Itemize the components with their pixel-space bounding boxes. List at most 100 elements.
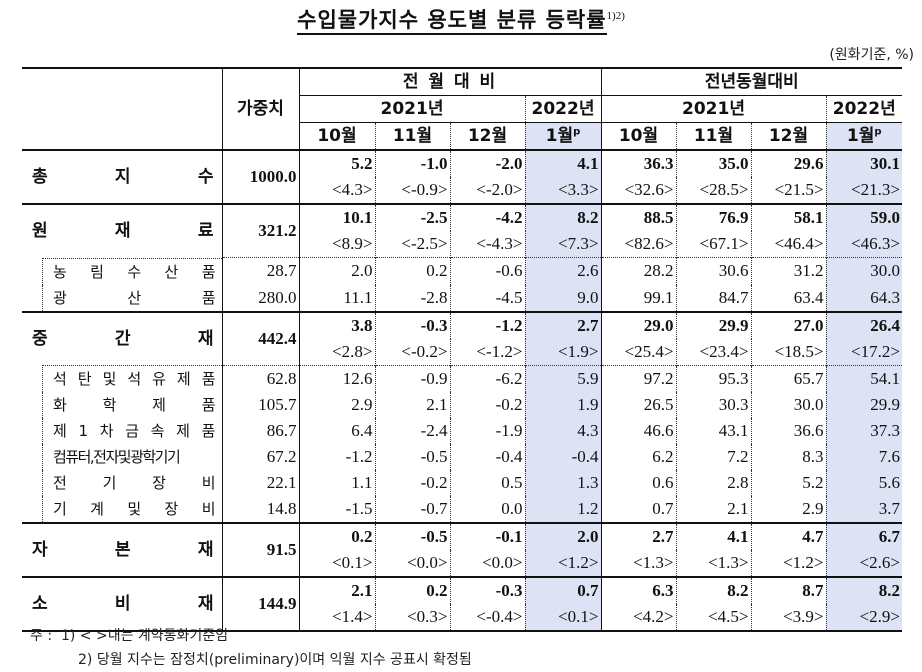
table-row: 소 비 재 144.9 2.1 0.2 -0.3 0.7 6.3 8.2 8.7 8.2 [22,576,902,632]
yoy-value: 2.1 [675,496,751,523]
mom-value: -0.4 [524,444,601,470]
mom-value: -0.1 [449,522,525,550]
table-body: 총 지 수 1000.0 5.2 -1.0 -2.0 4.1 36.3 35.0 29.6 30.1 <… [22,149,902,632]
mom-value: 2.9 [298,392,375,418]
label-char: 제 [176,422,190,440]
label-char: 림 [90,262,104,281]
mom-contract-value: <1.9> [524,338,601,365]
document-title: 수입물가지수 용도별 분류 등락률1)2) [0,4,922,35]
label-char: 품 [201,262,216,281]
mom-value: -1.2 [298,444,375,470]
mom-value: -6.2 [449,364,525,392]
mom-value: 1.1 [298,470,375,496]
label-char: 품 [201,396,216,414]
label-char: 기 [102,474,117,492]
mom-value: -2.0 [449,149,525,177]
mom-contract-value: <-2.5> [374,231,450,258]
yoy-contract-value: <17.2> [825,338,902,365]
yoy-value: 59.0 [825,203,902,231]
label-char: 석 [127,370,142,388]
label-char: 비 [114,594,131,614]
mom-value: 0.5 [449,470,525,496]
label-char: 제 [152,396,166,414]
table-row-contract: <2.8> <-0.2> <-1.2> <1.9> <25.4> <23.4> <18.5>… [22,338,902,365]
table-row-contract: <0.1> <0.0> <0.0> <1.2> <1.3> <1.3> <1.2> <2.6> [22,550,902,577]
label-char: 지 [114,167,131,187]
label-char: 재 [197,540,214,560]
yoy-contract-value: <46.3> [825,231,902,258]
mom-value: -4.5 [449,284,525,312]
yoy-value: 54.1 [825,364,902,392]
table-row-sub: 화 학 제 품 105.7 2.9 2.1 -0.2 1.9 26.5 30.3 30.0 29.9 [22,392,902,418]
mom-value: 4.3 [524,418,601,444]
mom-year-2022: 2022년 [524,95,601,123]
yoy-contract-value: <2.6> [825,550,902,577]
label-char: 재 [197,328,214,349]
label-char: 컴퓨터,전자및광학기기 [53,448,181,466]
yoy-value: 6.7 [825,522,902,550]
yoy-value: 26.5 [600,392,676,418]
weight-cell: 321.2 [221,203,299,258]
table-row-sub: 기 계 및 장 비 14.8 -1.5 -0.7 0.0 1.2 0.7 2.1 2.9 3.7 [22,496,902,523]
mom-contract-value: <1.2> [524,550,601,577]
table-row-sub: 농 림 수 산 품 28.7 2.0 0.2 -0.6 2.6 28.2 30.6 31.2 30.0 [22,257,902,285]
footnotes: 주 : 1) < >내는 계약통화기준임 2) 당월 지수는 잠정치(preli… [30,624,472,672]
mom-contract-value: <0.0> [374,550,450,577]
label-char: 석 [53,370,67,388]
mom-month-nov: 11월 [374,122,450,151]
yoy-value: 64.3 [825,284,902,312]
yoy-value: 2.9 [750,496,826,523]
table-row-sub: 컴퓨터,전자및광학기기 67.2 -1.2 -0.5 -0.4 -0.4 6.2 7.2 8.3… [22,444,902,470]
label-char: 수 [127,262,142,281]
import-price-table: 가중치 전 월 대 비 전년동월대비 2021년 2022년 2021년 202… [22,67,902,632]
mom-value: -2.8 [374,284,450,312]
yoy-value: 84.7 [675,284,751,312]
mom-value: 0.2 [374,576,450,604]
label-char: 품 [201,288,216,307]
yoy-value: 0.6 [600,470,676,496]
mom-value: 2.1 [298,576,375,604]
mom-value: 5.2 [298,149,375,177]
month-label: 1월 [846,126,875,146]
prelim-mark: p [573,126,581,138]
yoy-value: 76.9 [675,203,751,231]
mom-group-header: 전 월 대 비 [298,67,601,96]
label-char: 계 [90,500,104,518]
yoy-contract-value: <1.3> [600,550,676,577]
label-char: 속 [150,422,165,440]
yoy-value: 2.7 [600,522,676,550]
label-char: 장 [164,500,179,518]
prelim-mark: p [874,126,882,138]
yoy-value: 29.6 [750,149,826,177]
mom-contract-value: <4.3> [298,177,375,204]
yoy-value: 46.6 [600,418,676,444]
yoy-contract-value: <1.2> [750,550,826,577]
note-1-text: 1) < >내는 계약통화기준임 [60,628,229,644]
yoy-value: 29.9 [675,310,751,339]
yoy-contract-value: <4.5> [675,604,751,632]
table-row-sub: 광 산 품 280.0 11.1 -2.8 -4.5 9.0 99.1 84.7 63.4 64.3 [22,284,902,312]
yoy-month-nov: 11월 [675,122,751,151]
label-char: 비 [201,500,216,518]
mom-value: 0.0 [449,496,525,523]
mom-value: 3.8 [298,310,375,339]
table-row: 중 간 재 442.4 3.8 -0.3 -1.2 2.7 29.0 29.9 27.0 26.4 [22,310,902,365]
mom-value: -0.3 [449,576,525,604]
label-char: 차 [99,422,114,440]
weight-cell: 105.7 [221,392,299,418]
mom-value: 4.1 [524,149,601,177]
mom-contract-value: <7.3> [524,231,601,258]
mom-value: -0.5 [374,444,450,470]
yoy-value: 35.0 [675,149,751,177]
label-char: 농 [53,262,67,281]
mom-contract-value: <1.4> [298,604,375,632]
mom-value: 12.6 [298,364,375,392]
label-char: 원 [32,221,48,242]
yoy-value: 58.1 [750,203,826,231]
mom-value: -2.5 [374,203,450,231]
label-char: 제 [176,370,191,388]
